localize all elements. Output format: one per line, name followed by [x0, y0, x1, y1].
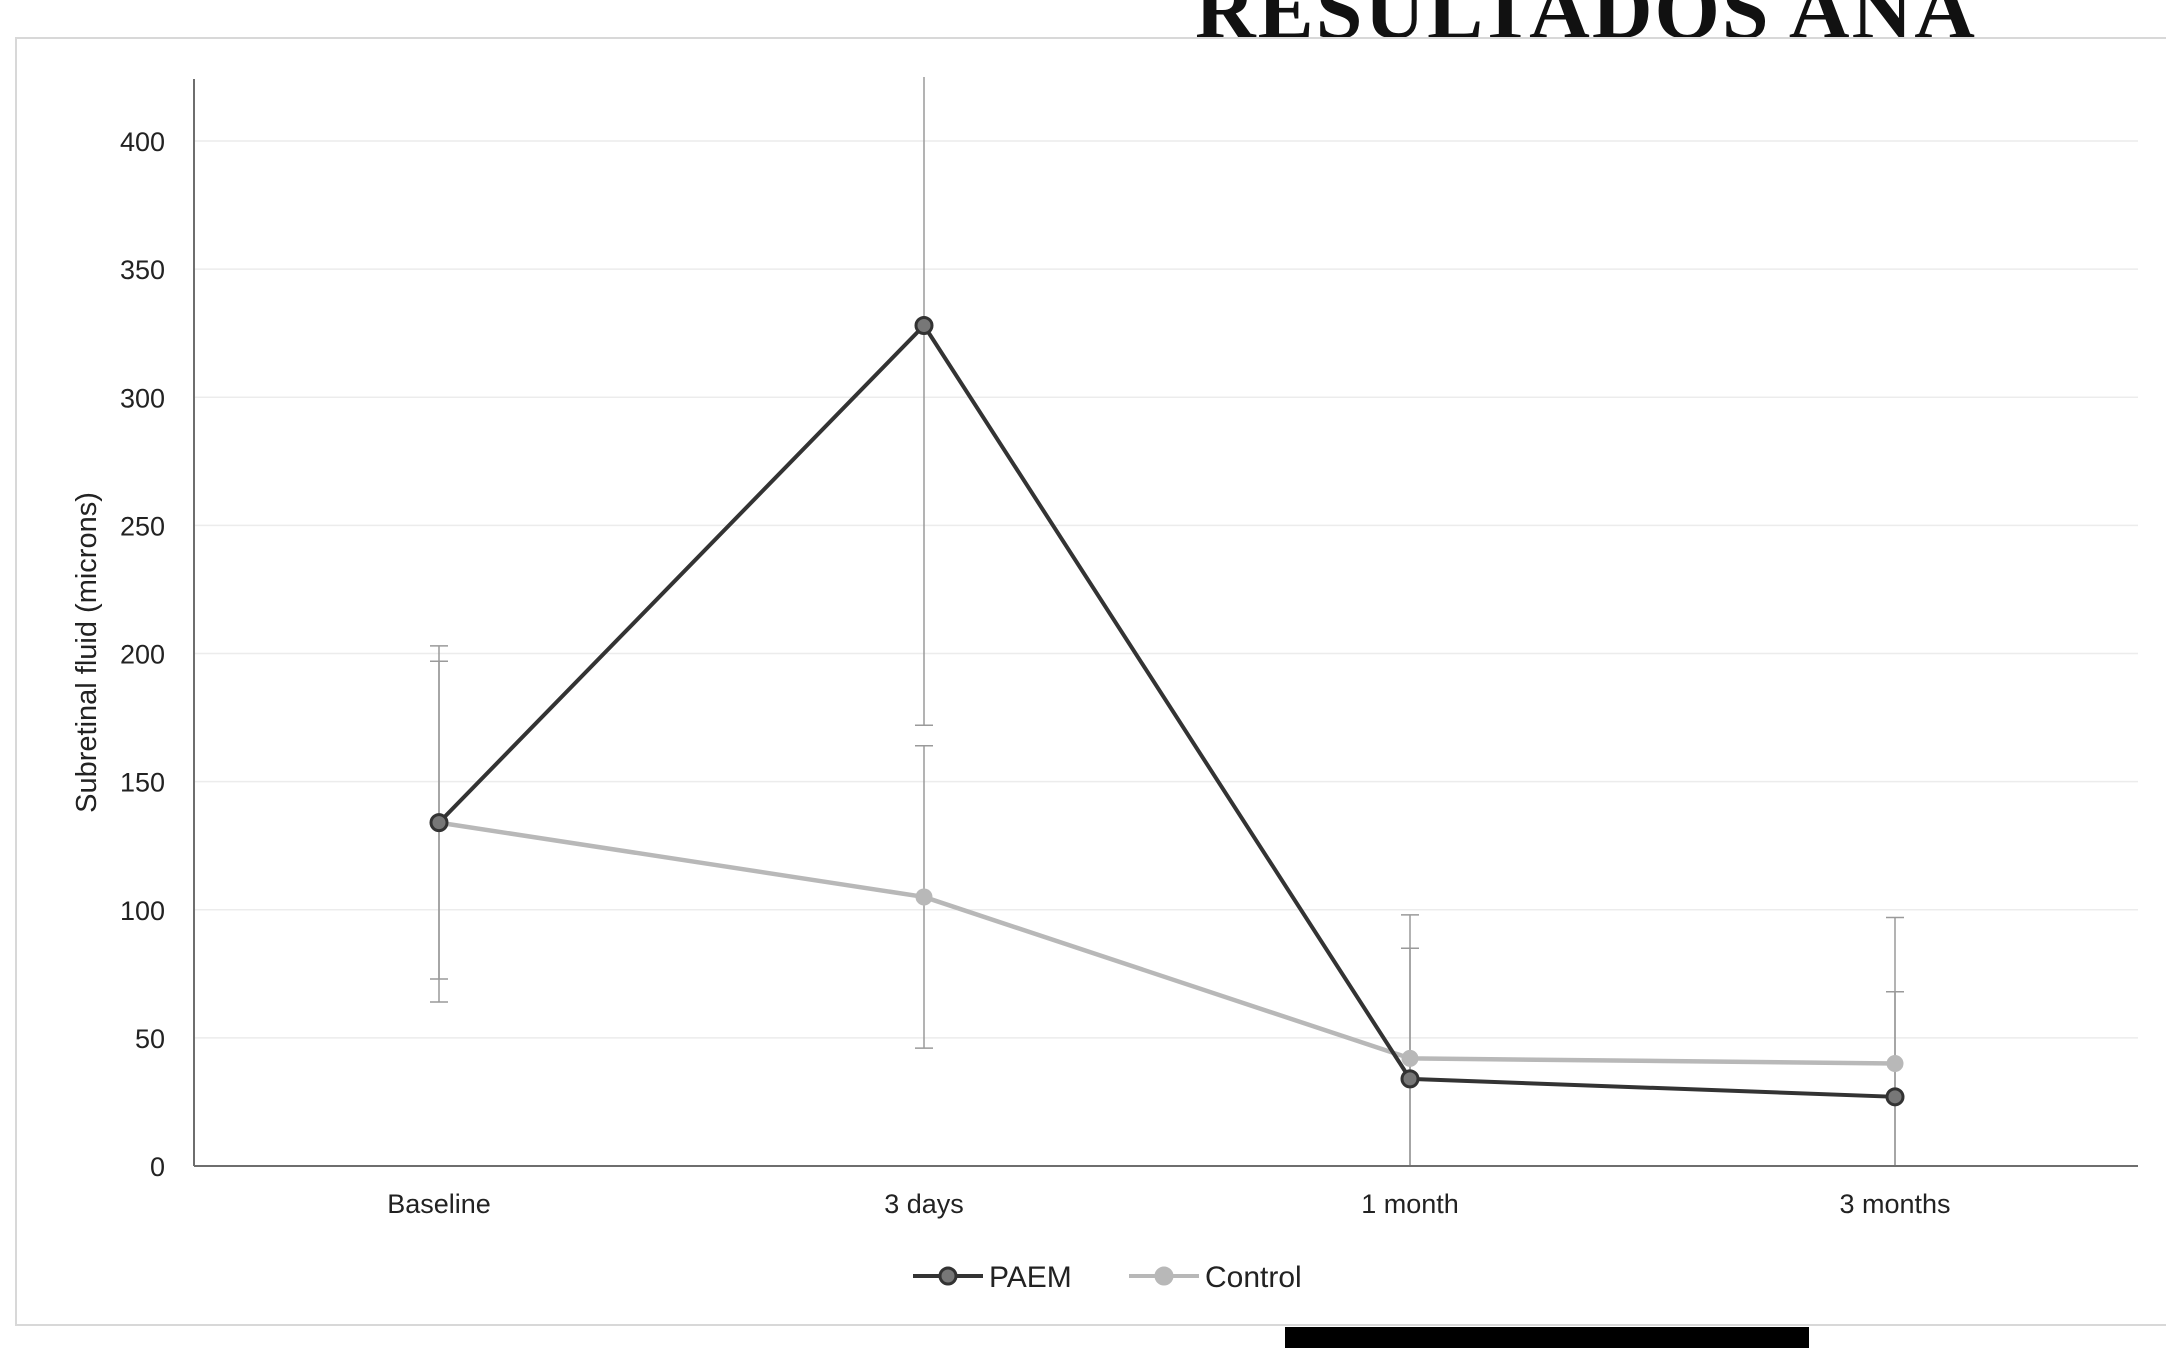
y-tick-label: 0	[150, 1152, 165, 1182]
line-chart: 0 50 100 150 200 250 300 350 400 Baseline 3 days 1 …	[71, 76, 2138, 1294]
data-point-control	[1401, 1049, 1419, 1067]
x-tick-label: 3 days	[884, 1189, 964, 1219]
y-tick-label: 250	[120, 511, 165, 541]
chart-frame: 0 50 100 150 200 250 300 350 400 Baseline 3 days 1 …	[15, 37, 2166, 1326]
x-tick-label: 3 months	[1839, 1189, 1950, 1219]
y-tick-label: 100	[120, 896, 165, 926]
legend: PAEM Control	[913, 1261, 1302, 1294]
axes	[193, 79, 2138, 1167]
legend-label: PAEM	[989, 1261, 1072, 1294]
y-tick-label: 400	[120, 127, 165, 157]
legend-label: Control	[1205, 1261, 1302, 1294]
y-tick-label: 300	[120, 383, 165, 413]
data-point-paem	[1400, 1069, 1420, 1089]
y-tick-label: 50	[135, 1024, 165, 1054]
legend-marker	[1154, 1266, 1174, 1286]
series-points	[429, 316, 1905, 1107]
y-axis-title: Subretinal fluid (microns)	[71, 492, 103, 813]
y-tick-label: 150	[120, 768, 165, 798]
data-point-control	[915, 888, 933, 906]
data-point-paem	[914, 316, 934, 335]
data-point-control	[1886, 1055, 1904, 1072]
data-point-paem	[1885, 1087, 1905, 1107]
x-tick-label: Baseline	[387, 1189, 491, 1219]
legend-marker	[938, 1266, 958, 1286]
error-bars	[430, 76, 1904, 1166]
series-line-paem	[437, 323, 1896, 1099]
y-tick-label: 200	[120, 640, 165, 670]
data-point-paem	[429, 813, 449, 833]
black-footer-block	[1285, 1327, 1809, 1348]
y-tick-label: 350	[120, 255, 165, 285]
series-lines	[437, 323, 1896, 1099]
gridlines	[194, 140, 2138, 1039]
x-tick-label: 1 month	[1361, 1189, 1459, 1219]
series-line-control	[438, 820, 1896, 1066]
tick-labels: 0 50 100 150 200 250 300 350 400 Baseline 3 days 1 …	[71, 127, 1951, 1219]
